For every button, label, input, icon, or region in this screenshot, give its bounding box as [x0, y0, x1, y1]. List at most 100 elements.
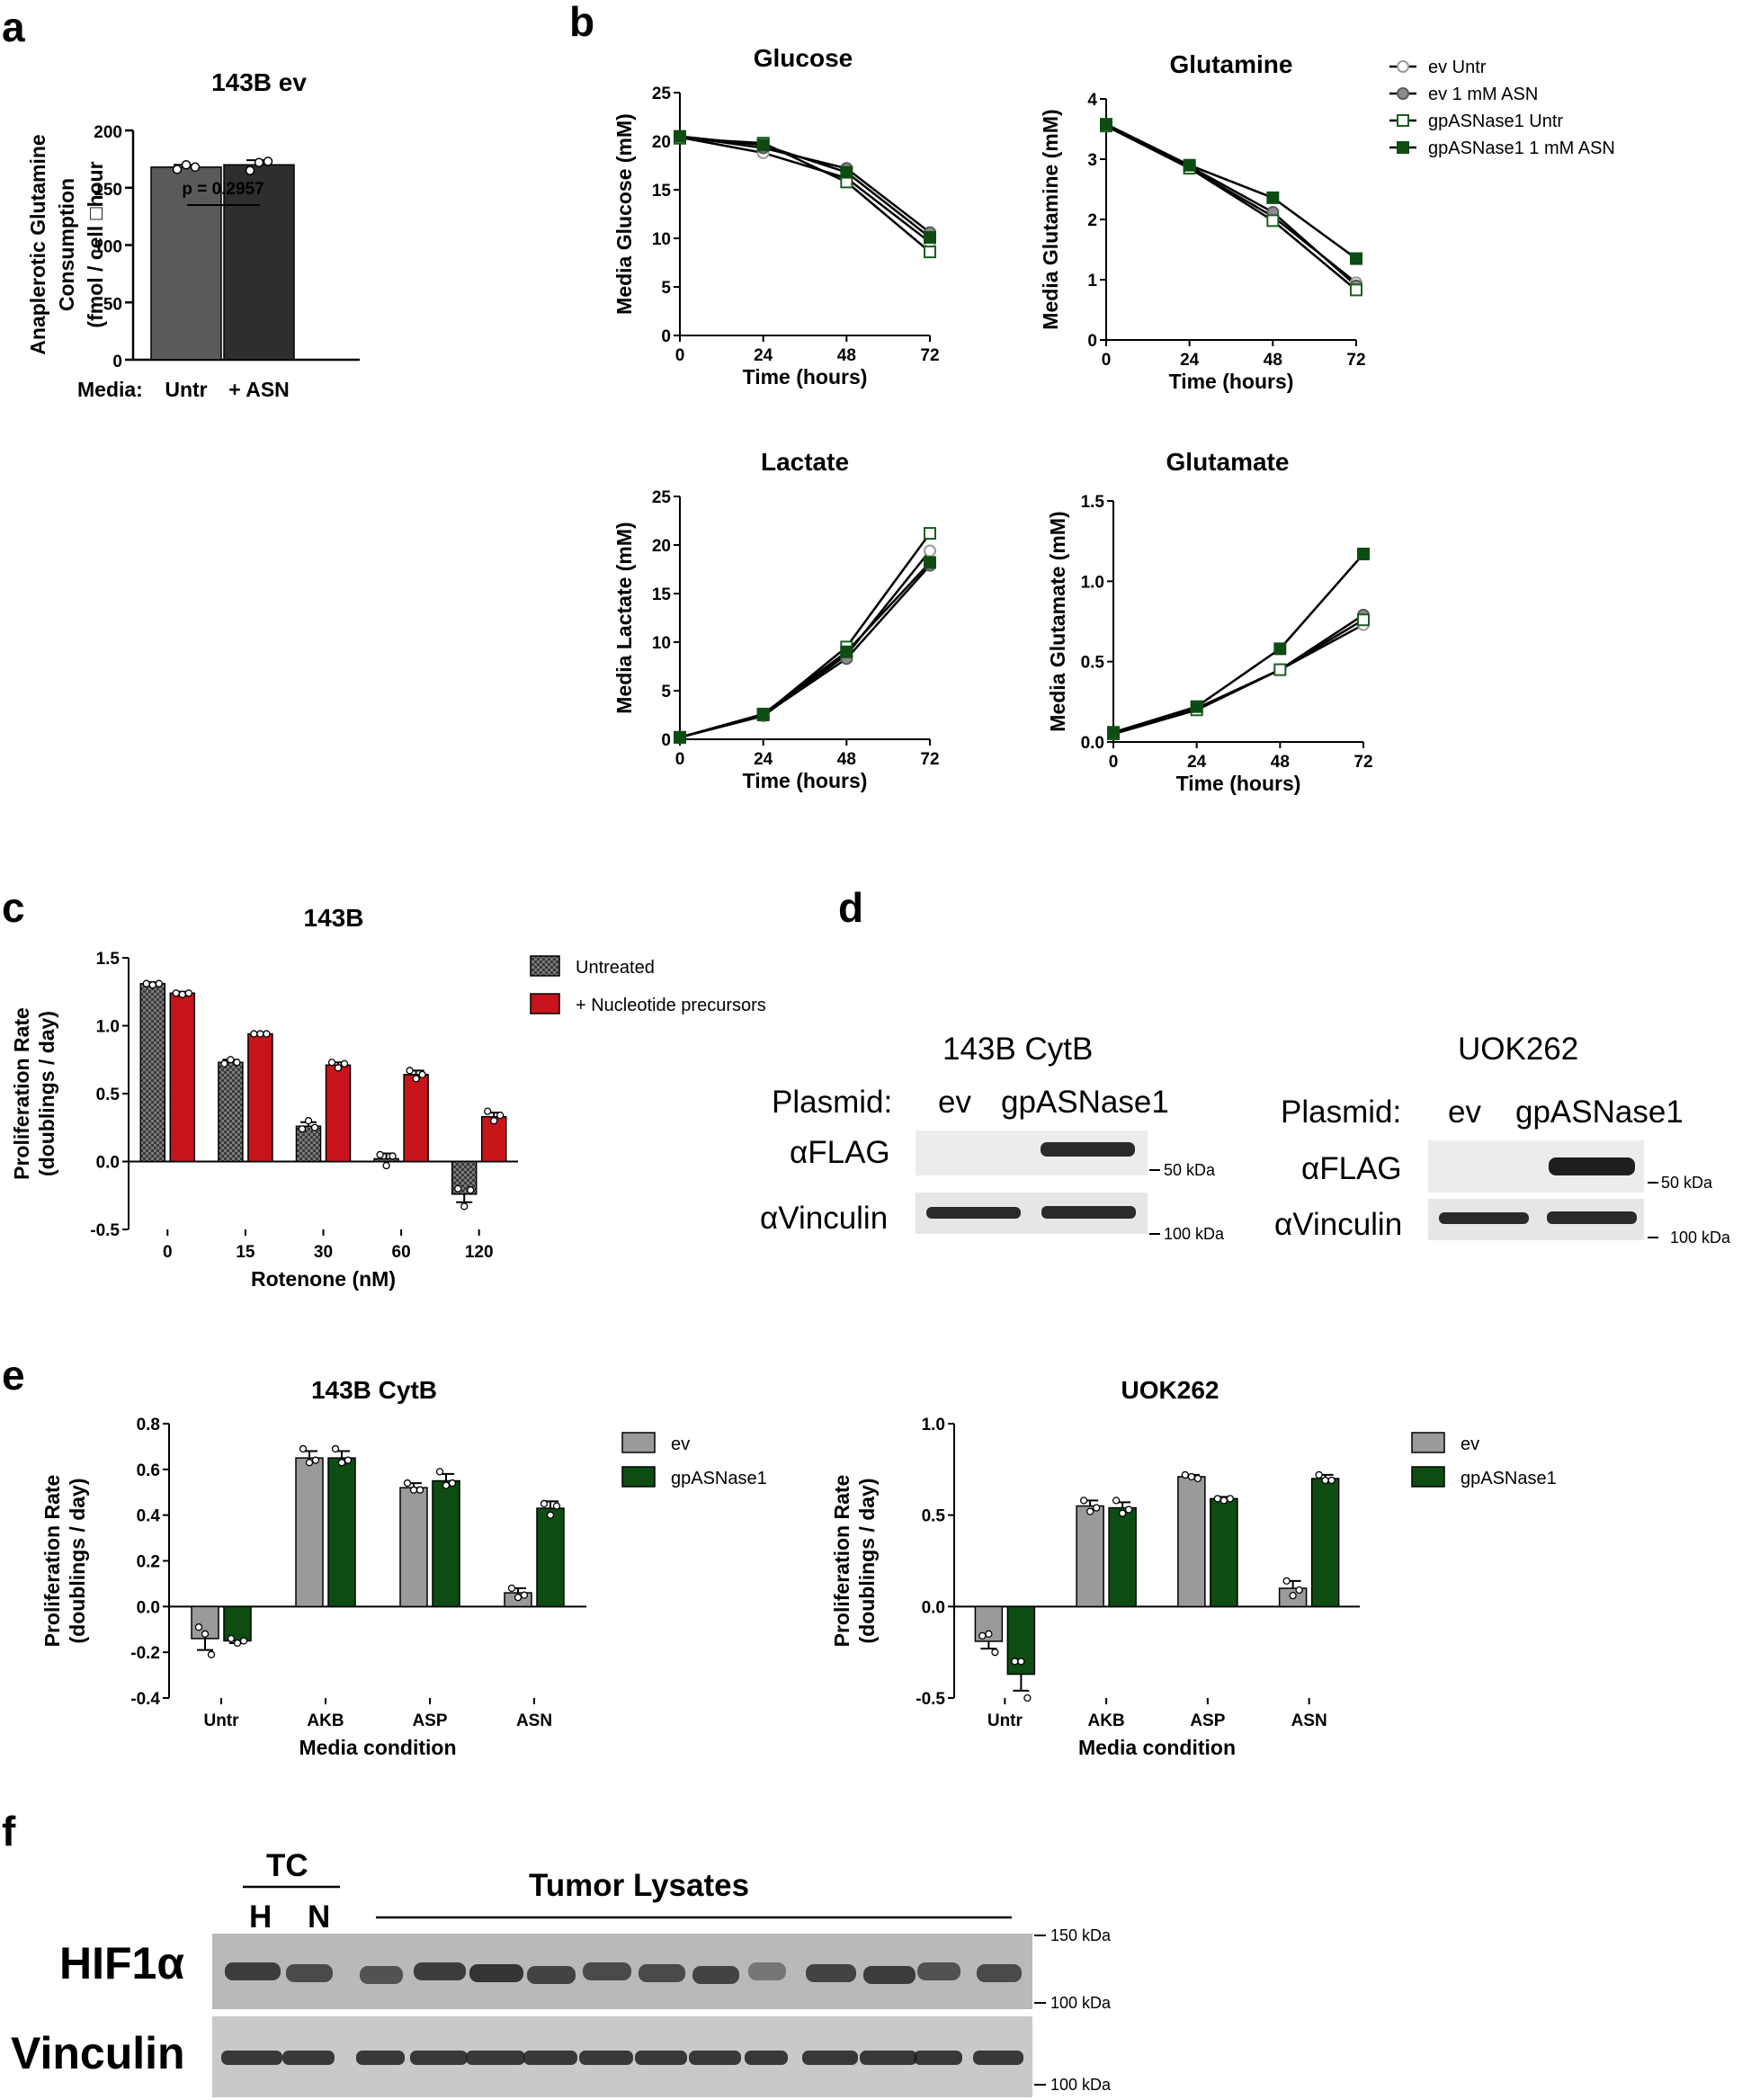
wb-f-tumor-label: Tumor Lysates [529, 1868, 749, 1903]
xtick-label: 72 [1346, 351, 1365, 370]
ytick-label: 15 [652, 182, 672, 201]
xtick-label: 48 [1264, 351, 1282, 370]
data-point [344, 1456, 353, 1464]
data-point [327, 1059, 336, 1067]
legend-e-swatch-1 [1411, 1466, 1445, 1488]
x-axis-label: Time (hours) [1176, 772, 1301, 795]
data-point [389, 1152, 397, 1160]
panel-label-c: c [2, 884, 25, 931]
data-point [311, 1456, 320, 1464]
series-point-2 [1266, 214, 1280, 228]
chart-a-title: 143B ev [211, 68, 307, 96]
data-point [227, 1056, 235, 1064]
vinculin-band [860, 2051, 917, 2065]
legend-b-label-2: gpASNase1 Untr [1428, 112, 1563, 131]
panel-label-f: f [2, 1808, 16, 1854]
x-axis-label: Time (hours) [743, 365, 868, 389]
xtick-label: 48 [1271, 753, 1290, 772]
ytick-label: 0 [661, 731, 671, 750]
xtick-label: Untr [987, 1711, 1023, 1730]
ytick-label: 5 [661, 279, 671, 298]
xtick-label: 24 [1187, 753, 1207, 772]
western-d-143b: 143B CytB Plasmid: ev gpASNase1 αFLAG αV… [760, 1032, 1225, 1243]
x-axis-label: Media condition [1078, 1736, 1236, 1759]
data-point [409, 1486, 418, 1494]
data-point [546, 1511, 555, 1519]
series-point-3 [1183, 158, 1196, 172]
xtick-label: 0 [1109, 753, 1119, 772]
data-point [310, 1123, 319, 1131]
ytick-label: 1.5 [96, 950, 121, 969]
data-point [382, 1161, 390, 1170]
ytick-label: 0.8 [137, 1416, 160, 1434]
legend-e-label-0: ev [1461, 1434, 1479, 1454]
wb-d1-lane-ev: ev [938, 1085, 971, 1120]
ytick-label: 3 [1087, 151, 1097, 170]
wb-f-tc-label: TC [266, 1848, 308, 1883]
series-line-0 [679, 136, 931, 244]
legend-b-label-0: ev Untr [1428, 58, 1487, 77]
legend-e-label-1: gpASNase1 [1461, 1469, 1557, 1488]
panel-label-b: b [569, 0, 594, 45]
vinculin-band [635, 2051, 687, 2065]
wb-f-marker-100a: 100 kDa [1050, 1994, 1112, 2012]
data-point [220, 1059, 228, 1068]
xtick-label: 0 [163, 1243, 173, 1262]
series-point-2 [1357, 613, 1370, 627]
data-point [448, 1479, 457, 1488]
series-point-3 [924, 556, 936, 569]
bar-series-1 [223, 1605, 252, 1642]
data-point [1315, 1470, 1323, 1479]
series-point-3 [1100, 118, 1112, 131]
vinculin-band [579, 2051, 633, 2065]
ytick-label: 0.0 [1081, 734, 1104, 753]
chart-b-glutamine: Glutamine 0 1 2 3 4 0 24 48 72 Time (hours) Media G… [1039, 50, 1366, 393]
ytick-label: 0.5 [1081, 654, 1105, 673]
legend-b: ev Untr ev 1 mM ASN gpASNase1 Untr gpASNase… [1389, 58, 1615, 158]
ytick-label: 0.0 [922, 1598, 945, 1617]
xtick-label: 120 [465, 1243, 494, 1262]
data-point [496, 1112, 505, 1120]
wb-f-marker-150: 150 kDa [1050, 1926, 1112, 1944]
y-axis-label: Media Glutamate (mM) [1046, 511, 1069, 731]
legend-b-marker-2 [1397, 114, 1409, 127]
ytick-label: 20 [652, 133, 671, 152]
chart-a-ytick-label: 50 [103, 295, 122, 314]
wb-d2-marker-50: 50 kDa [1661, 1174, 1713, 1192]
data-point [1079, 1497, 1088, 1505]
bar-series-1 [1310, 1478, 1340, 1608]
chart-title: 143B CytB [311, 1376, 437, 1404]
xtick-label: 0 [675, 346, 685, 365]
vinculin-band [802, 2051, 858, 2065]
bar-series-0 [1177, 1476, 1206, 1608]
bar-series-0 [399, 1487, 428, 1608]
series-point-3 [1273, 642, 1287, 656]
data-point [1327, 1476, 1336, 1485]
data-point [442, 1481, 451, 1489]
wb-d2-marker-100: 100 kDa [1670, 1229, 1731, 1247]
data-point [256, 1030, 264, 1038]
data-point [178, 990, 186, 998]
xtick-label: ASP [1190, 1711, 1225, 1730]
chart-e-uok262: UOK262 -0.5 0.0 0.5 1.0 Proliferation Rate (do… [830, 1376, 1557, 1759]
ytick-label: 5 [661, 683, 671, 701]
legend-b-label-3: gpASNase1 1 mM ASN [1428, 139, 1615, 158]
data-point [514, 1594, 523, 1602]
wb-d2-row-vinculin: αVinculin [1274, 1207, 1402, 1242]
wb-f-row-hif1a: HIF1α [59, 1938, 184, 1988]
xtick-label: 72 [920, 346, 939, 365]
data-point [1282, 1577, 1291, 1586]
wb-d2-vinculin-band-gp [1547, 1211, 1637, 1224]
hif1a-band [917, 1962, 960, 1980]
series-point-2 [1350, 283, 1362, 297]
ytick-label: 0.5 [96, 1086, 121, 1104]
xtick-label: 24 [1180, 351, 1200, 370]
wb-d2-vinculin-band-ev [1439, 1212, 1529, 1224]
bar-series-1 [327, 1457, 356, 1608]
chart-title: 143B [304, 904, 364, 932]
series-point-2 [924, 527, 936, 541]
series-line-2 [679, 532, 932, 739]
data-point [148, 981, 156, 989]
chart-a-xtick-label: Untr [165, 378, 207, 401]
